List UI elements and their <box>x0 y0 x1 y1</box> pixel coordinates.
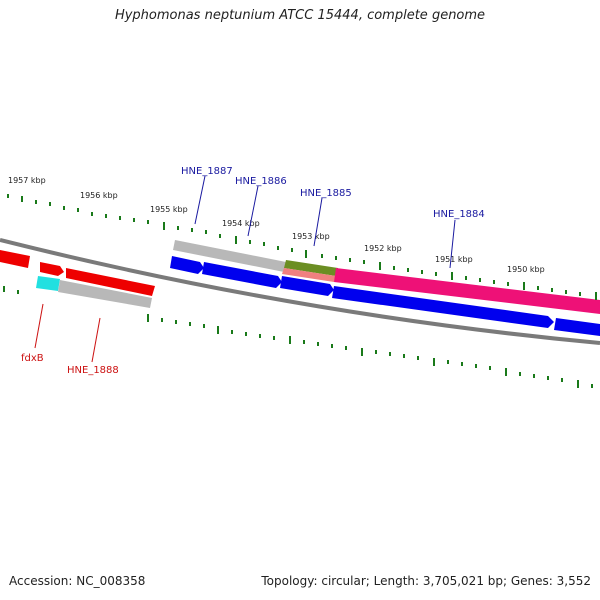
tick-label-1953: 1953 kbp <box>292 232 330 241</box>
tick-label-1956: 1956 kbp <box>80 191 118 200</box>
gene-salmon-1885 <box>282 268 336 282</box>
tick-row-upper <box>7 194 597 300</box>
tick-label-1952: 1952 kbp <box>364 244 402 253</box>
gene-blue-d <box>332 286 554 328</box>
gene-label-hne-1888[interactable]: HNE_1888 <box>67 365 119 376</box>
tick-label-1955: 1955 kbp <box>150 205 188 214</box>
leader-hne-1885 <box>313 197 323 247</box>
gene-red-small <box>40 262 64 276</box>
tick-row-lower <box>3 286 593 388</box>
gene-grey-1887 <box>173 240 286 272</box>
tick-label-1957: 1957 kbp <box>8 176 46 185</box>
gene-blue-e <box>554 318 600 336</box>
tick-label-1954: 1954 kbp <box>222 219 260 228</box>
gene-blue-c <box>280 276 334 296</box>
gene-label-hne-1887[interactable]: HNE_1887 <box>181 166 233 177</box>
genome-title: Hyphomonas neptunium ATCC 15444, complet… <box>114 8 486 23</box>
genome-summary-text: Topology: circular; Length: 3,705,021 bp… <box>261 574 591 588</box>
leader-hne-1884 <box>449 219 456 269</box>
leader-hne-1887 <box>194 175 206 225</box>
gene-label-hne-1886[interactable]: HNE_1886 <box>235 176 287 187</box>
gene-cyan-fdxb <box>36 276 60 291</box>
leader-fdxb <box>34 303 44 349</box>
gene-label-fdxb[interactable]: fdxB <box>21 353 44 364</box>
gene-grey-1888 <box>58 280 152 308</box>
gene-red-left <box>0 250 30 268</box>
leader-hne-1886 <box>247 185 259 237</box>
gene-olive-1885 <box>284 260 338 276</box>
tick-label-1950: 1950 kbp <box>507 265 545 274</box>
gene-blue-b <box>202 262 282 288</box>
tick-label-1951: 1951 kbp <box>435 255 473 264</box>
leader-hne-1888 <box>91 317 101 363</box>
genome-backbone <box>0 238 600 345</box>
gene-label-hne-1885[interactable]: HNE_1885 <box>300 188 352 199</box>
gene-red-long <box>66 268 155 296</box>
gene-blue-a <box>170 256 204 274</box>
gene-label-hne-1884[interactable]: HNE_1884 <box>433 209 485 220</box>
accession-text: Accession: NC_008358 <box>9 574 146 588</box>
gene-magenta-1884 <box>334 268 600 314</box>
